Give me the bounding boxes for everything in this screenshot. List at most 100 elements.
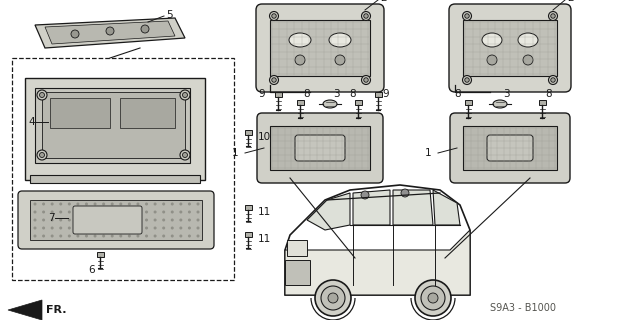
Circle shape xyxy=(361,191,369,199)
Bar xyxy=(244,130,251,135)
Circle shape xyxy=(154,235,156,237)
Circle shape xyxy=(179,211,182,213)
Circle shape xyxy=(42,219,45,221)
Polygon shape xyxy=(35,18,185,48)
Circle shape xyxy=(145,211,148,213)
Circle shape xyxy=(549,76,558,84)
Circle shape xyxy=(119,219,122,221)
Circle shape xyxy=(34,227,37,229)
Circle shape xyxy=(421,286,445,310)
Circle shape xyxy=(465,78,469,82)
FancyBboxPatch shape xyxy=(18,191,214,249)
Ellipse shape xyxy=(482,33,502,47)
Circle shape xyxy=(111,235,114,237)
Circle shape xyxy=(154,227,156,229)
Circle shape xyxy=(549,12,558,20)
FancyBboxPatch shape xyxy=(73,206,142,234)
Circle shape xyxy=(180,90,190,100)
Bar xyxy=(287,240,307,256)
Text: 7: 7 xyxy=(48,213,54,223)
Bar xyxy=(465,100,472,105)
Polygon shape xyxy=(45,21,175,44)
Circle shape xyxy=(270,12,279,20)
Circle shape xyxy=(68,235,71,237)
Polygon shape xyxy=(8,300,42,320)
Circle shape xyxy=(463,76,472,84)
Text: 2: 2 xyxy=(567,0,573,3)
Polygon shape xyxy=(433,190,460,225)
Text: 4: 4 xyxy=(28,117,35,127)
Circle shape xyxy=(180,150,190,160)
Bar xyxy=(30,175,200,183)
Circle shape xyxy=(53,119,58,124)
Circle shape xyxy=(60,227,62,229)
Circle shape xyxy=(179,227,182,229)
Ellipse shape xyxy=(518,33,538,47)
Circle shape xyxy=(85,203,88,205)
Circle shape xyxy=(141,25,149,33)
Circle shape xyxy=(361,76,370,84)
Circle shape xyxy=(145,203,148,205)
Circle shape xyxy=(171,211,174,213)
Circle shape xyxy=(51,227,54,229)
Circle shape xyxy=(77,203,79,205)
Circle shape xyxy=(77,219,79,221)
Circle shape xyxy=(37,90,47,100)
Bar xyxy=(12,58,234,280)
Bar xyxy=(270,126,370,170)
Circle shape xyxy=(428,293,438,303)
Bar xyxy=(296,100,303,105)
Circle shape xyxy=(188,219,191,221)
Circle shape xyxy=(60,235,62,237)
Text: 1: 1 xyxy=(424,148,431,158)
Bar xyxy=(539,100,546,105)
Circle shape xyxy=(77,235,79,237)
Circle shape xyxy=(171,203,174,205)
Circle shape xyxy=(94,203,97,205)
Circle shape xyxy=(94,227,97,229)
Circle shape xyxy=(401,189,409,197)
Text: 3: 3 xyxy=(503,89,510,99)
Circle shape xyxy=(42,227,45,229)
Text: 6: 6 xyxy=(88,265,94,275)
Text: 11: 11 xyxy=(258,207,272,217)
Circle shape xyxy=(137,211,139,213)
Circle shape xyxy=(487,55,497,65)
Bar xyxy=(244,232,251,237)
Text: FR.: FR. xyxy=(46,305,66,315)
Circle shape xyxy=(102,211,105,213)
Circle shape xyxy=(39,92,44,98)
Polygon shape xyxy=(42,92,185,158)
Circle shape xyxy=(111,211,114,213)
Circle shape xyxy=(102,219,105,221)
Circle shape xyxy=(154,219,156,221)
Circle shape xyxy=(128,235,131,237)
Circle shape xyxy=(106,27,114,35)
FancyBboxPatch shape xyxy=(487,135,533,161)
Bar xyxy=(275,92,282,97)
Circle shape xyxy=(94,235,97,237)
Circle shape xyxy=(145,235,148,237)
Bar xyxy=(375,92,382,97)
Circle shape xyxy=(328,293,338,303)
Circle shape xyxy=(42,235,45,237)
Circle shape xyxy=(68,227,71,229)
Circle shape xyxy=(68,203,71,205)
Circle shape xyxy=(68,219,71,221)
Circle shape xyxy=(364,14,368,18)
Ellipse shape xyxy=(329,33,351,47)
Circle shape xyxy=(364,78,368,82)
Circle shape xyxy=(551,78,555,82)
Circle shape xyxy=(295,55,305,65)
Circle shape xyxy=(137,203,139,205)
Circle shape xyxy=(51,235,54,237)
Polygon shape xyxy=(25,78,205,180)
Circle shape xyxy=(34,211,37,213)
Circle shape xyxy=(102,203,105,205)
Circle shape xyxy=(128,203,131,205)
Circle shape xyxy=(128,219,131,221)
Polygon shape xyxy=(307,193,350,230)
Circle shape xyxy=(51,219,54,221)
Text: 8: 8 xyxy=(545,89,551,99)
Circle shape xyxy=(71,30,79,38)
